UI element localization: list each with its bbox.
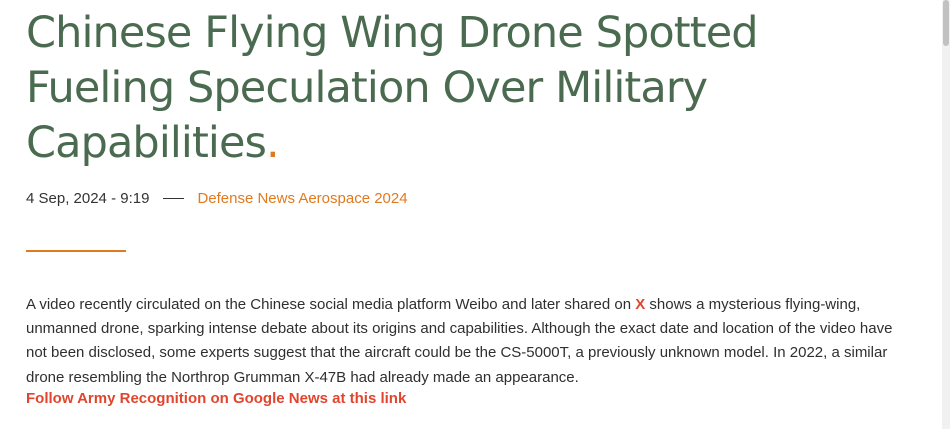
category-link[interactable]: Defense News Aerospace 2024 [197,190,408,207]
accent-divider [26,250,126,252]
paragraph-text-start: A video recently circulated on the Chine… [26,296,636,313]
paragraph-text-end: shows a mysterious flying-wing, unmanned… [26,296,893,386]
article-title-text: Chinese Flying Wing Drone Spotted Fuelin… [26,8,759,168]
x-link[interactable]: X [635,296,646,313]
article-meta: 4 Sep, 2024 - 9:19 Defense News Aerospac… [26,190,408,207]
meta-separator [163,198,185,199]
title-accent-dot: . [266,118,280,168]
article-title: Chinese Flying Wing Drone Spotted Fuelin… [26,0,826,171]
publish-date: 4 Sep, 2024 - 9:19 [26,190,150,207]
page-scrollbar[interactable] [942,0,950,429]
google-news-follow-link[interactable]: Follow Army Recognition on Google News a… [26,390,407,407]
article: Chinese Flying Wing Drone Spotted Fuelin… [26,0,916,407]
article-paragraph: A video recently circulated on the Chine… [26,293,911,390]
scrollbar-thumb[interactable] [943,0,949,46]
